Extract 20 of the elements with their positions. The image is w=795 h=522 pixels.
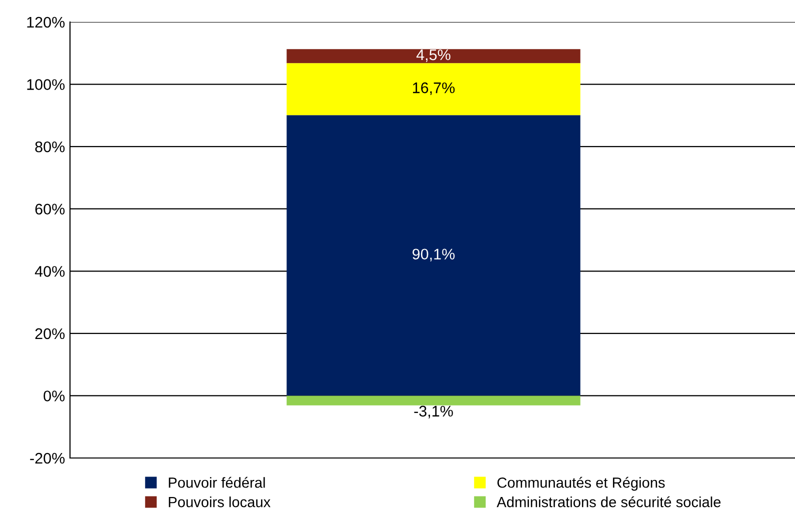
legend-label: Administrations de sécurité sociale	[496, 496, 721, 508]
y-tick-label: 20%	[35, 328, 65, 340]
bar	[286, 396, 580, 406]
y-tick-label: 100%	[27, 79, 65, 90]
legend-label: Pouvoirs locaux	[168, 496, 270, 508]
bar	[286, 63, 580, 116]
bar	[286, 115, 580, 396]
data-label: 4,5%	[416, 49, 450, 62]
legend-label: Communautés et Régions	[497, 476, 665, 491]
y-tick-label: 120%	[27, 16, 65, 28]
y-tick-label: 80%	[35, 141, 65, 152]
data-label: 16,7%	[413, 82, 455, 96]
bar	[286, 49, 580, 64]
y-tick-label: 60%	[35, 204, 65, 215]
data-label: 90,1%	[412, 248, 455, 262]
data-label: -3,1%	[414, 406, 453, 418]
y-tick-label: 40%	[34, 266, 65, 277]
y-tick-label: -20%	[30, 452, 65, 464]
legend-label: Pouvoir fédéral	[168, 476, 265, 488]
y-tick-label: 0%	[44, 390, 65, 402]
